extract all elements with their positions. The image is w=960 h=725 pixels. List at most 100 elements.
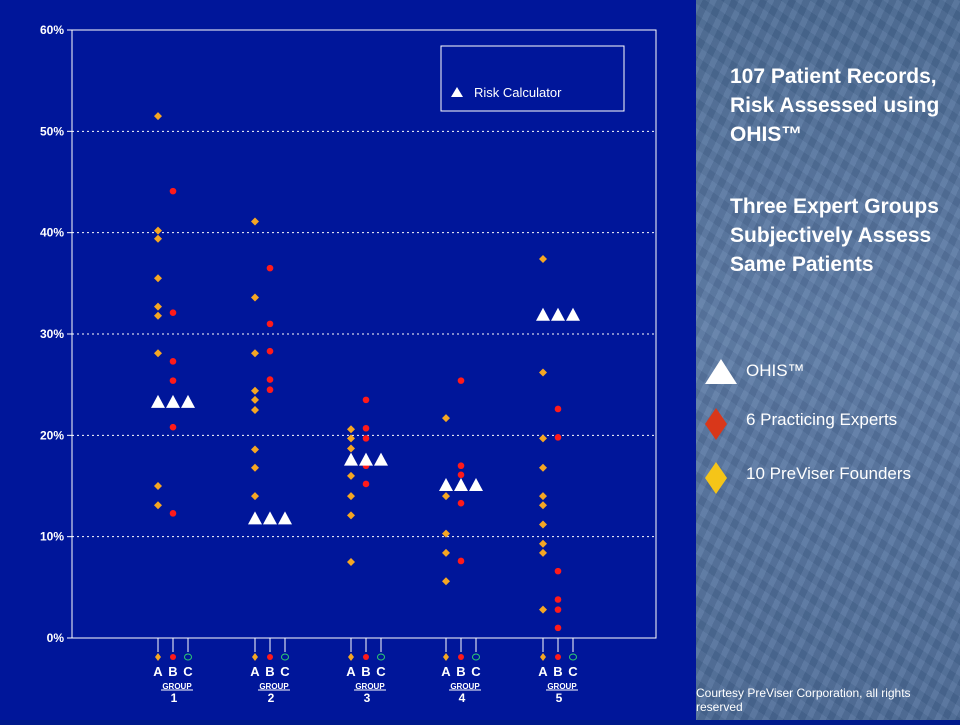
marker-key-gold bbox=[155, 653, 161, 661]
data-point-experts bbox=[554, 405, 562, 413]
group-number-label: 1 bbox=[171, 691, 178, 705]
data-point-founders bbox=[539, 539, 547, 548]
column-label-a: A bbox=[153, 664, 163, 679]
data-point-experts bbox=[457, 557, 465, 565]
legend-item-practicing-experts: 6 Practicing Experts bbox=[704, 404, 954, 464]
marker-key-green bbox=[184, 653, 192, 661]
column-label-b: B bbox=[361, 664, 370, 679]
marker-key-gold bbox=[252, 653, 258, 661]
courtesy-note: Courtesy PreViser Corporation, all right… bbox=[696, 686, 911, 714]
data-point-founders bbox=[251, 217, 259, 226]
marker-key-green bbox=[472, 653, 480, 661]
y-tick-label: 0% bbox=[47, 631, 65, 645]
group-word-label: GROUP bbox=[547, 682, 577, 691]
marker-key-gold bbox=[443, 653, 449, 661]
data-point-founders bbox=[347, 425, 355, 434]
y-tick-label: 10% bbox=[40, 530, 64, 544]
data-point-founders bbox=[539, 463, 547, 472]
data-point-founders bbox=[251, 445, 259, 454]
data-point-founders bbox=[154, 226, 162, 235]
data-point-ohis bbox=[278, 511, 292, 525]
column-label-c: C bbox=[376, 664, 386, 679]
chart-area: 60% 50% 40% 30% 20% 10% 0% Risk Calculator A B C GR… bbox=[0, 0, 696, 720]
data-point-experts bbox=[169, 510, 177, 517]
group-word-label: GROUP bbox=[162, 682, 192, 691]
column-label-b: B bbox=[168, 664, 177, 679]
data-point-founders bbox=[539, 368, 547, 377]
marker-key-red bbox=[267, 654, 273, 660]
y-tick-label: 40% bbox=[40, 226, 64, 240]
group-number-label: 4 bbox=[459, 691, 466, 705]
data-point-founders bbox=[154, 482, 162, 490]
column-label-b: B bbox=[456, 664, 465, 679]
data-point-experts bbox=[457, 499, 465, 507]
data-point-experts bbox=[554, 596, 562, 603]
data-point-experts bbox=[554, 434, 562, 441]
data-point-founders bbox=[539, 492, 547, 501]
data-point-ohis bbox=[536, 307, 550, 321]
data-point-founders bbox=[539, 501, 547, 510]
data-point-founders bbox=[251, 395, 259, 404]
data-point-founders bbox=[539, 605, 547, 614]
red-diamond-icon bbox=[705, 408, 727, 440]
group-word-label: GROUP bbox=[355, 682, 385, 691]
data-point-ohis bbox=[151, 394, 165, 408]
data-point-experts bbox=[554, 606, 562, 613]
legend-label-ohis: OHIS™ bbox=[746, 361, 805, 380]
data-point-founders bbox=[251, 293, 259, 302]
data-point-founders bbox=[251, 349, 259, 358]
column-label-a: A bbox=[250, 664, 260, 679]
data-point-founders bbox=[154, 311, 162, 320]
data-point-experts bbox=[266, 386, 274, 394]
marker-key-red bbox=[458, 654, 464, 660]
marker-key-green bbox=[377, 653, 385, 661]
data-point-experts bbox=[362, 435, 370, 442]
data-point-ohis bbox=[181, 394, 195, 408]
data-point-experts bbox=[266, 347, 274, 355]
data-point-founders bbox=[442, 548, 450, 557]
data-point-founders bbox=[539, 255, 547, 264]
group-number-label: 3 bbox=[364, 691, 371, 705]
data-point-experts bbox=[457, 377, 465, 384]
y-tick-label: 20% bbox=[40, 428, 64, 442]
data-point-founders bbox=[154, 302, 162, 311]
inner-legend-triangle-icon bbox=[451, 87, 463, 97]
marker-key-gold bbox=[348, 653, 354, 661]
data-point-experts bbox=[266, 376, 274, 383]
data-point-ohis bbox=[359, 452, 373, 466]
column-label-b: B bbox=[265, 664, 274, 679]
side-heading-expert-groups: Three Expert Groups Subjectively Assess … bbox=[730, 195, 939, 276]
legend-item-previser-founders: 10 PreViser Founders bbox=[704, 456, 954, 516]
marker-key-gold bbox=[540, 653, 546, 661]
data-point-ohis bbox=[454, 477, 468, 491]
side-panel: 107 Patient Records, Risk Assessed using… bbox=[696, 0, 960, 720]
data-point-ohis bbox=[263, 511, 277, 525]
data-point-experts bbox=[266, 320, 274, 328]
column-label-c: C bbox=[568, 664, 578, 679]
marker-key-green bbox=[569, 653, 577, 661]
group-word-label: GROUP bbox=[450, 682, 480, 691]
data-point-founders bbox=[154, 501, 162, 510]
data-point-founders bbox=[347, 558, 355, 566]
data-point-experts bbox=[362, 396, 370, 404]
marker-key-red bbox=[363, 654, 369, 660]
data-point-founders bbox=[347, 444, 355, 453]
group-number-label: 2 bbox=[268, 691, 275, 705]
data-point-ohis bbox=[566, 307, 580, 321]
data-point-founders bbox=[251, 386, 259, 395]
data-point-ohis bbox=[551, 307, 565, 321]
column-label-c: C bbox=[183, 664, 193, 679]
data-point-ohis bbox=[248, 511, 262, 525]
legend-label-practicing-experts: 6 Practicing Experts bbox=[746, 410, 898, 429]
column-label-a: A bbox=[346, 664, 356, 679]
data-point-founders bbox=[347, 511, 355, 520]
data-point-experts bbox=[169, 377, 177, 384]
white-triangle-icon bbox=[705, 359, 737, 384]
data-point-experts bbox=[169, 358, 177, 365]
data-point-experts bbox=[362, 424, 370, 432]
marker-key-red bbox=[170, 654, 176, 660]
data-point-experts bbox=[362, 480, 370, 488]
data-point-founders bbox=[251, 463, 259, 472]
legend-item-ohis: OHIS™ bbox=[704, 355, 954, 415]
y-tick-label: 50% bbox=[40, 124, 64, 138]
